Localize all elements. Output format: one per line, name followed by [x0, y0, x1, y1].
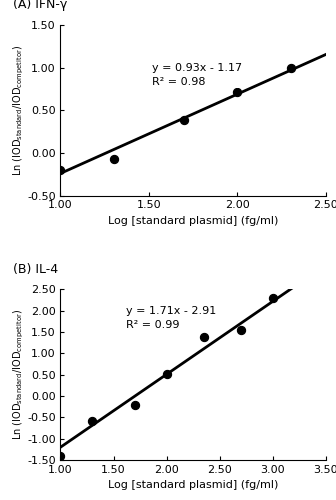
- Point: [182, 116, 187, 124]
- X-axis label: Log [standard plasmid] (fg/ml): Log [standard plasmid] (fg/ml): [108, 216, 279, 226]
- Point: [58, 166, 63, 174]
- Point: [111, 155, 116, 163]
- Point: [270, 294, 276, 302]
- Point: [58, 452, 63, 460]
- Point: [238, 326, 244, 334]
- Point: [164, 370, 169, 378]
- Point: [235, 88, 240, 96]
- X-axis label: Log [standard plasmid] (fg/ml): Log [standard plasmid] (fg/ml): [108, 480, 279, 490]
- Point: [132, 400, 137, 408]
- Y-axis label: Ln (IOD$_{\mathregular{standard}}$/IOD$_{\mathregular{competitor}}$): Ln (IOD$_{\mathregular{standard}}$/IOD$_…: [11, 44, 26, 176]
- Point: [288, 64, 293, 72]
- Text: y = 1.71x - 2.91
R² = 0.99: y = 1.71x - 2.91 R² = 0.99: [126, 306, 217, 330]
- Text: (A) IFN-γ: (A) IFN-γ: [13, 0, 67, 12]
- Y-axis label: Ln (IOD$_{\mathregular{standard}}$/IOD$_{\mathregular{competitor}}$): Ln (IOD$_{\mathregular{standard}}$/IOD$_…: [11, 309, 26, 440]
- Point: [90, 417, 95, 425]
- Text: (B) IL-4: (B) IL-4: [13, 263, 58, 276]
- Text: y = 0.93x - 1.17
R² = 0.98: y = 0.93x - 1.17 R² = 0.98: [153, 64, 243, 88]
- Point: [201, 333, 207, 341]
